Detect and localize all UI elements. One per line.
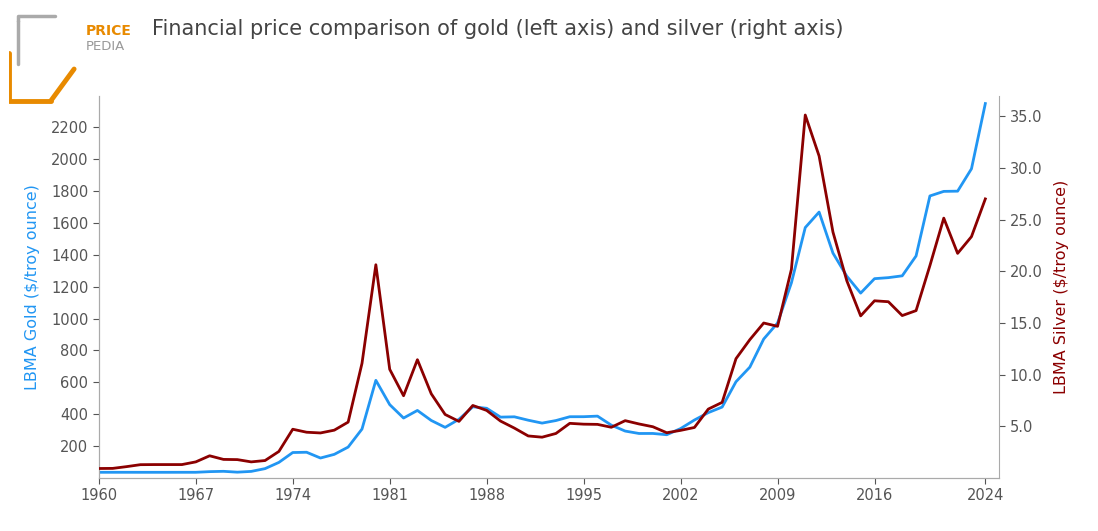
Text: PEDIA: PEDIA <box>86 40 125 53</box>
Text: Financial price comparison of gold (left axis) and silver (right axis): Financial price comparison of gold (left… <box>152 19 843 39</box>
Y-axis label: LBMA Silver ($/troy ounce): LBMA Silver ($/troy ounce) <box>1054 179 1068 394</box>
Text: PRICE: PRICE <box>86 24 132 38</box>
Y-axis label: LBMA Gold ($/troy ounce): LBMA Gold ($/troy ounce) <box>25 184 40 390</box>
